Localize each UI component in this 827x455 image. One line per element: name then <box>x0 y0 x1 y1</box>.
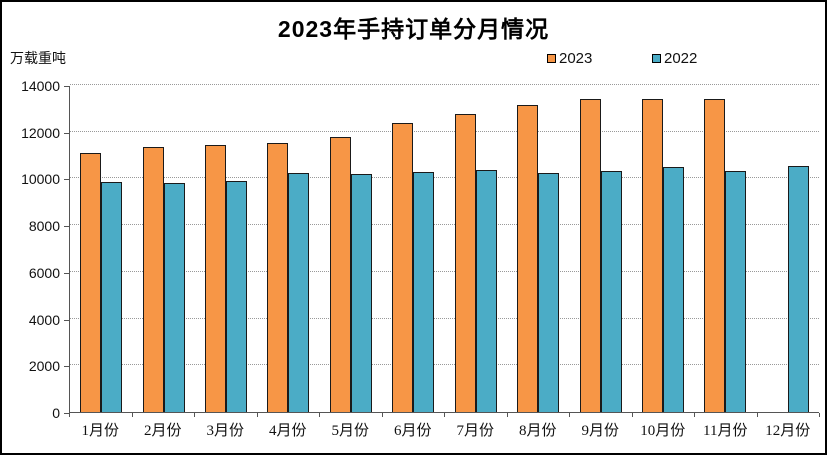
plot-area <box>69 84 819 413</box>
x-axis-tick-mark <box>131 413 133 417</box>
x-axis-tick-mark <box>256 413 258 417</box>
y-axis-tick-mark <box>64 132 69 134</box>
y-axis-tick-label: 14000 <box>21 78 60 94</box>
y-axis-tick-mark <box>64 179 69 181</box>
gridline <box>70 84 819 85</box>
x-axis-label-8月份: 8月份 <box>518 423 557 439</box>
gridline <box>70 177 819 179</box>
x-axis-tick-mark <box>819 413 820 417</box>
bar-2023-5月份 <box>329 136 351 412</box>
x-axis-label-11月份: 11月份 <box>703 423 748 439</box>
x-axis-tick-mark <box>381 413 383 417</box>
bar-2023-8月份 <box>517 104 539 412</box>
x-axis-tick-mark <box>69 413 70 417</box>
bar-2022-4月份 <box>288 172 310 412</box>
x-axis-label-5月份: 5月份 <box>331 423 369 439</box>
x-axis-label-1月份: 1月份 <box>81 423 119 439</box>
x-axis-tick-mark <box>319 413 320 417</box>
legend: 2023 2022 <box>2 50 825 67</box>
legend-swatch-2022 <box>652 54 661 63</box>
x-axis-label-9月份: 9月份 <box>581 423 619 439</box>
bar-2023-3月份 <box>205 144 227 412</box>
category-slot-8月份 <box>507 86 569 412</box>
y-axis-unit-label: 万载重吨 <box>10 50 66 66</box>
legend-item-2022: 2022 <box>652 50 697 67</box>
category-slot-1月份 <box>70 86 132 412</box>
x-axis-tick-mark <box>694 413 695 417</box>
y-axis-tick-mark <box>64 226 69 228</box>
bar-2023-2月份 <box>142 146 164 412</box>
y-axis-tick-mark <box>64 366 69 368</box>
bar-2022-3月份 <box>226 180 248 412</box>
category-slot-9月份 <box>569 86 631 412</box>
legend-item-2023: 2023 <box>547 50 592 67</box>
legend-label-2023: 2023 <box>559 50 593 67</box>
bar-2023-7月份 <box>454 113 476 412</box>
bar-2022-9月份 <box>600 171 622 412</box>
category-slot-2月份 <box>132 86 194 412</box>
x-axis-label-10月份: 10月份 <box>640 423 686 439</box>
bar-2023-6月份 <box>392 122 414 412</box>
x-axis-tick-mark <box>194 413 195 417</box>
gridline <box>70 317 819 319</box>
y-axis-tick-mark <box>64 86 69 87</box>
category-slot-4月份 <box>257 86 319 412</box>
x-axis-label-2月份: 2月份 <box>143 423 182 439</box>
y-axis-tick-label: 10000 <box>21 171 60 188</box>
y-axis-tick-mark <box>64 319 69 321</box>
x-axis-labels: 1月份 2月份 3月份 4月份 5月份 6月份 7月份 8月份 9月份 10月份 11月份 12月份 <box>69 419 819 440</box>
legend-swatch-2023 <box>547 54 556 63</box>
bar-2022-11月份 <box>725 170 747 412</box>
bar-2023-9月份 <box>579 99 601 412</box>
x-axis-label-3月份: 3月份 <box>206 423 244 439</box>
category-slot-11月份 <box>694 86 756 412</box>
y-axis-tick-label: 6000 <box>28 264 60 281</box>
gridline <box>70 224 819 226</box>
x-axis-tick-mark <box>506 413 508 417</box>
x-axis-tick-mark <box>569 413 570 417</box>
bar-2022-1月份 <box>101 182 123 412</box>
category-slot-10月份 <box>632 86 694 412</box>
y-axis-tick-label: 0 <box>52 405 60 421</box>
x-axis-label-12月份: 12月份 <box>765 423 811 439</box>
bar-2022-5月份 <box>350 173 372 412</box>
gridline <box>70 270 819 272</box>
gridline <box>70 130 819 132</box>
category-slot-7月份 <box>445 86 507 412</box>
bar-2023-4月份 <box>267 142 289 412</box>
bar-2022-8月份 <box>538 173 560 412</box>
category-slot-3月份 <box>195 86 257 412</box>
gridline <box>70 364 819 366</box>
bar-2022-12月份 <box>787 165 809 412</box>
chart-title: 2023年手持订单分月情况 <box>277 16 550 42</box>
category-slot-5月份 <box>320 86 382 412</box>
x-axis-label-6月份: 6月份 <box>393 423 432 439</box>
category-slot-6月份 <box>382 86 444 412</box>
legend-label-2022: 2022 <box>664 50 698 67</box>
bar-2023-1月份 <box>80 152 102 412</box>
category-slot-12月份 <box>757 86 819 412</box>
y-axis-tick-mark <box>64 272 69 274</box>
bar-2023-10月份 <box>642 99 663 412</box>
bar-2023-11月份 <box>704 98 726 412</box>
bar-2022-2月份 <box>163 183 185 412</box>
y-axis-tick-mark <box>64 413 69 414</box>
x-axis-tick-mark <box>631 413 633 417</box>
bar-2022-7月份 <box>475 169 497 412</box>
y-axis-tick-label: 12000 <box>21 124 60 141</box>
y-axis-tick-label: 8000 <box>28 218 60 235</box>
x-axis-label-7月份: 7月份 <box>456 423 494 439</box>
y-axis-tick-label: 2000 <box>28 358 60 375</box>
y-axis-tick-label: 4000 <box>28 311 60 328</box>
bar-2022-6月份 <box>413 171 435 412</box>
bar-2022-10月份 <box>663 167 684 412</box>
bar-slots <box>70 86 819 412</box>
x-axis-tick-mark <box>444 413 445 417</box>
x-axis-label-4月份: 4月份 <box>268 423 307 439</box>
x-axis-tick-mark <box>756 413 758 417</box>
